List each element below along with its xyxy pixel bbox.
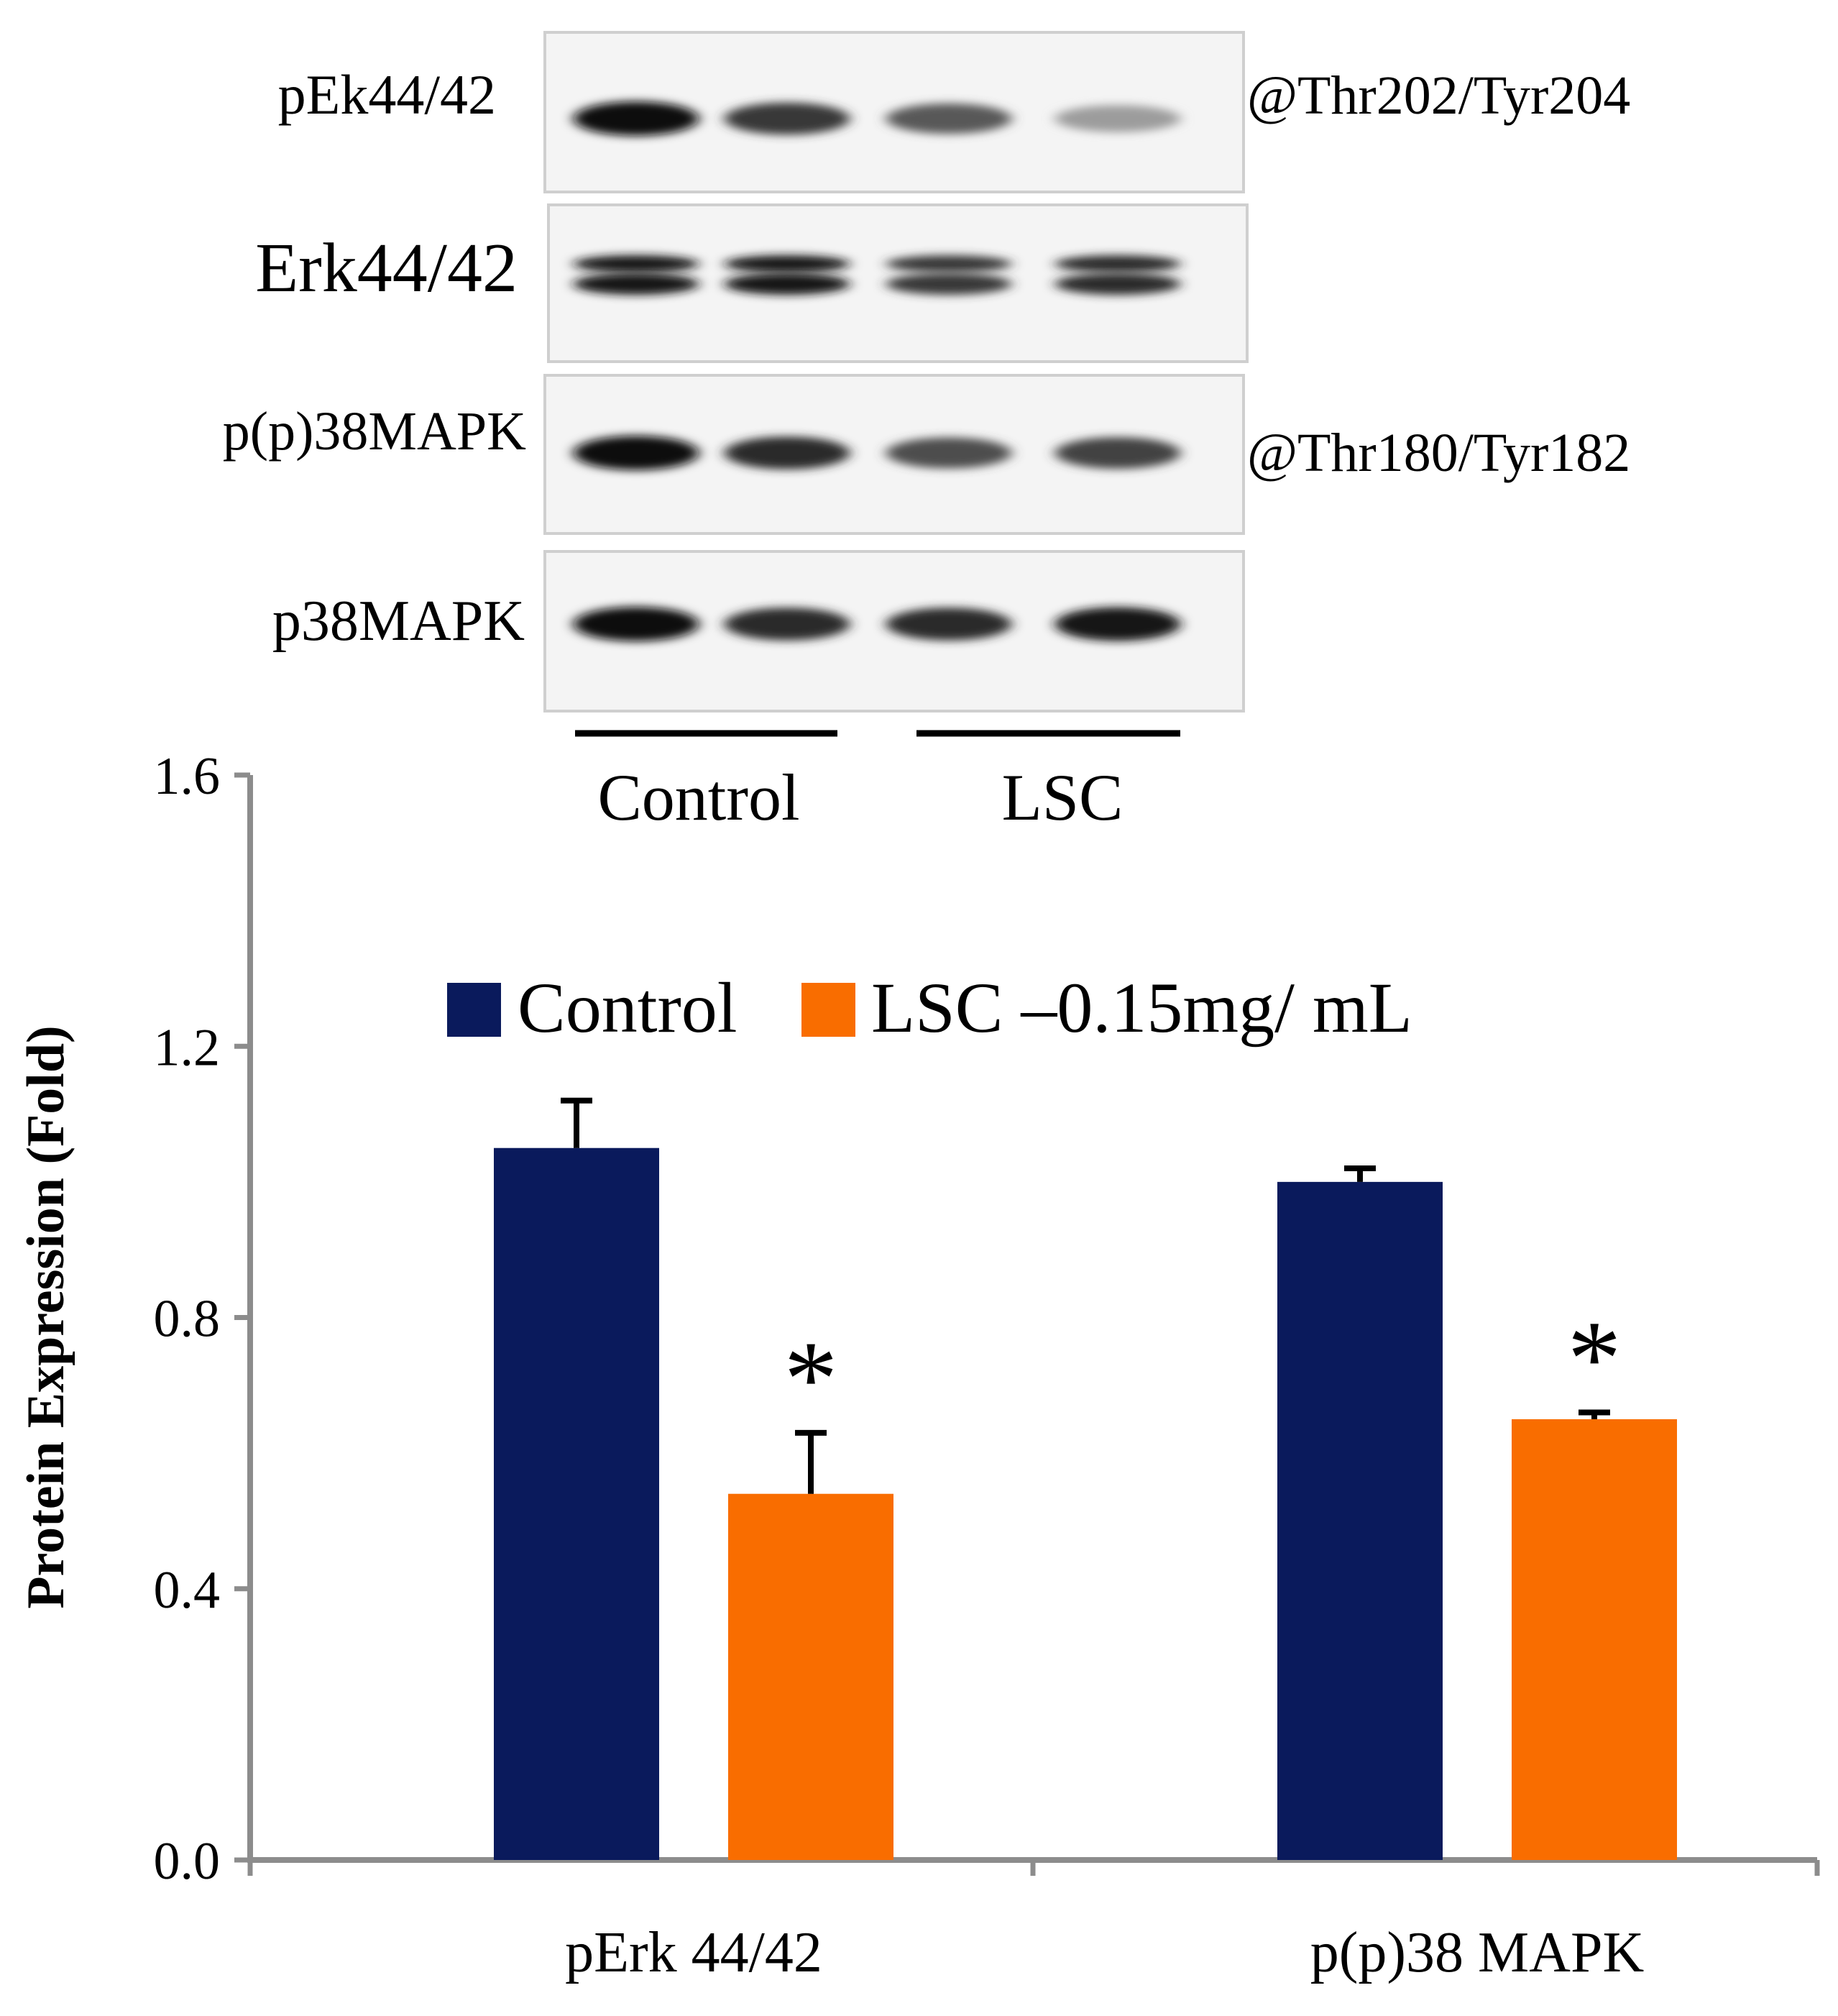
blot-band — [573, 607, 699, 641]
significance-marker: * — [1568, 1299, 1622, 1419]
legend-swatch — [801, 983, 855, 1037]
blot-site-label: @Thr202/Tyr204 — [1247, 65, 1630, 126]
blot-row-label: p(p)38MAPK — [223, 401, 526, 462]
blot-panel-2: Erk44/42 — [255, 203, 1249, 363]
blot-panel-4: p38MAPK — [272, 550, 1245, 713]
y-tick-label: 0.0 — [154, 1832, 221, 1891]
bar-control — [1277, 1181, 1443, 1860]
x-category-label: pErk 44/42 — [565, 1921, 822, 1984]
blot-band — [886, 437, 1012, 469]
blot-panel-1: pEk44/42 @Thr202/Tyr204 — [278, 31, 1630, 193]
blot-panel-3: p(p)38MAPK @Thr180/Tyr182 — [223, 374, 1630, 535]
blot-band — [1054, 255, 1181, 272]
blot-band — [573, 101, 699, 136]
bar-lsc — [1512, 1419, 1677, 1860]
y-tick-label: 1.2 — [154, 1018, 221, 1077]
blot-band — [724, 102, 850, 135]
x-category-label: p(p)38 MAPK — [1310, 1921, 1644, 1984]
y-tick-label: 1.6 — [154, 747, 221, 806]
blot-band — [886, 273, 1012, 295]
y-tick-label: 0.4 — [154, 1561, 221, 1620]
blot-band — [573, 255, 699, 272]
y-axis-label: Protein Expression (Fold) — [17, 1025, 75, 1608]
blot-band — [886, 255, 1012, 272]
blot-band — [573, 436, 699, 470]
blot-band — [724, 273, 850, 295]
blot-band — [573, 273, 699, 295]
blot-band — [1054, 105, 1181, 132]
blot-band — [1054, 437, 1181, 469]
blot-band — [724, 436, 850, 469]
bar-lsc — [728, 1493, 893, 1860]
legend-entry: LSC –0.15mg/ mL — [871, 968, 1412, 1048]
blot-row-label: p38MAPK — [272, 590, 525, 653]
blot-band — [1054, 273, 1181, 295]
blot-band — [886, 103, 1012, 134]
legend-swatch — [447, 983, 501, 1037]
bar-control — [494, 1147, 659, 1860]
blot-band — [886, 608, 1012, 641]
legend-entry: Control — [518, 968, 738, 1048]
blot-band — [1054, 607, 1181, 641]
legend: Control LSC –0.15mg/ mL — [447, 968, 1412, 1048]
group-label-control: Control — [597, 761, 799, 834]
group-label-lsc: LSC — [1002, 761, 1124, 834]
blot-row-label: Erk44/42 — [255, 229, 518, 307]
blot-band — [724, 608, 850, 641]
y-tick-label: 0.8 — [154, 1290, 221, 1349]
significance-marker: * — [784, 1319, 838, 1439]
blot-row-label: pEk44/42 — [278, 63, 496, 126]
western-blot: pEk44/42 @Thr202/Tyr204 Erk44/42 p(p)38MAPK… — [223, 31, 1630, 713]
blot-band — [724, 255, 850, 272]
bar-chart: 0.0 0.4 0.8 1.2 1.6 pErk 44/42 p(p)38 MAPK * *… — [17, 747, 1820, 1984]
blot-site-label: @Thr180/Tyr182 — [1247, 423, 1630, 483]
